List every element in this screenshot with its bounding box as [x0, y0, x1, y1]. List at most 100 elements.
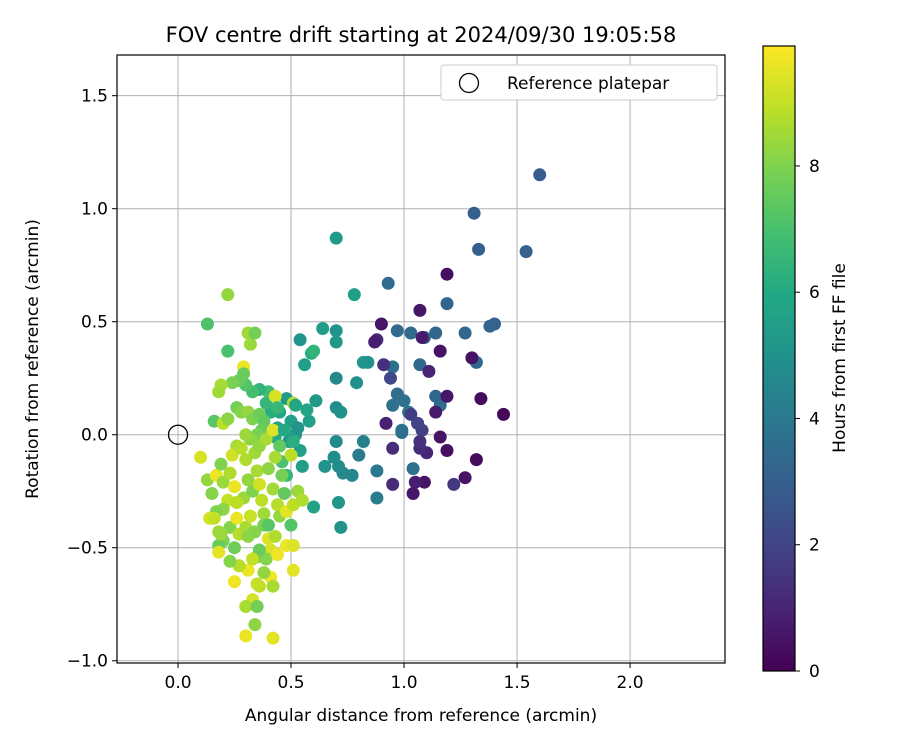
x-tick-label: 0.5: [278, 673, 305, 693]
data-point: [286, 435, 300, 448]
data-point: [458, 471, 472, 485]
data-point: [268, 389, 282, 403]
data-point: [286, 539, 300, 552]
colorbar-gradient: [762, 45, 796, 672]
data-point: [252, 477, 266, 491]
y-tick-label: −1.0: [67, 652, 108, 672]
data-point: [259, 396, 273, 410]
data-point: [221, 344, 235, 358]
data-point: [239, 428, 253, 442]
legend-label: Reference platepar: [507, 74, 669, 94]
data-point: [234, 441, 248, 455]
data-point: [223, 520, 237, 534]
data-point: [212, 545, 226, 559]
data-point: [386, 398, 400, 412]
legend: Reference platepar: [440, 64, 718, 101]
data-point: [277, 423, 291, 437]
data-point: [379, 416, 393, 430]
colorbar-tick-label: 2: [809, 536, 820, 556]
data-point: [266, 482, 280, 496]
data-point: [298, 358, 312, 372]
data-point: [239, 600, 253, 613]
data-point: [228, 480, 241, 494]
data-point: [474, 392, 488, 406]
data-point: [239, 629, 253, 643]
data-point: [533, 168, 547, 182]
data-point: [261, 462, 275, 476]
data-point: [216, 475, 230, 489]
data-point: [413, 358, 427, 372]
data-point: [223, 554, 237, 568]
plot-frame: [116, 54, 726, 664]
data-point: [395, 426, 409, 439]
data-point: [221, 288, 235, 302]
data-points: [167, 168, 547, 645]
data-point: [433, 344, 447, 358]
data-point: [248, 618, 262, 632]
data-point: [350, 376, 364, 390]
data-point: [243, 337, 257, 351]
x-tick-label: 0.0: [165, 673, 192, 693]
data-point: [386, 441, 400, 455]
data-point: [429, 326, 443, 340]
data-point: [397, 394, 411, 408]
colorbar-tick-label: 8: [809, 157, 820, 177]
data-point: [370, 491, 384, 505]
data-point: [257, 566, 271, 580]
data-point: [329, 371, 343, 385]
data-point: [275, 468, 289, 482]
reference-platepar-marker: [167, 424, 189, 445]
data-point: [293, 333, 307, 347]
data-point: [289, 398, 303, 412]
y-tick-label: 0.0: [81, 426, 108, 446]
data-point: [259, 552, 273, 566]
data-point: [429, 405, 443, 419]
colorbar: 0 2 4 6 8 Hours from first FF file: [762, 45, 850, 682]
y-tick-label: 1.5: [81, 87, 108, 107]
data-point: [273, 439, 287, 453]
data-point: [261, 518, 275, 532]
data-point: [356, 435, 370, 448]
data-point: [429, 389, 443, 403]
data-point: [332, 496, 345, 509]
data-point: [316, 322, 330, 335]
data-point: [440, 267, 454, 281]
x-tick-label: 1.0: [391, 673, 418, 693]
data-point: [266, 579, 280, 593]
data-point: [318, 459, 332, 473]
data-point: [268, 529, 282, 543]
data-point: [228, 541, 241, 555]
data-point: [327, 450, 341, 464]
data-point: [230, 496, 244, 509]
y-tick-label: −0.5: [67, 539, 108, 559]
x-axis-ticks: 0.0 0.5 1.0 1.5 2.0: [165, 663, 644, 693]
data-point: [440, 297, 454, 311]
data-point: [237, 367, 251, 381]
data-point: [223, 466, 237, 480]
data-point: [433, 430, 447, 444]
data-point: [374, 317, 388, 331]
data-point: [417, 475, 431, 489]
data-point: [329, 335, 343, 349]
data-point: [404, 326, 418, 340]
data-point: [413, 303, 427, 317]
data-point: [347, 288, 361, 302]
data-point: [411, 416, 425, 430]
data-point: [284, 448, 298, 462]
colorbar-tick-label: 6: [809, 283, 820, 303]
data-point: [483, 319, 497, 333]
x-tick-label: 2.0: [617, 673, 644, 693]
data-point: [284, 518, 298, 532]
data-point: [390, 324, 404, 338]
data-point: [329, 435, 343, 448]
data-point: [266, 423, 280, 437]
data-point: [271, 498, 284, 512]
y-axis-ticks: −1.0 −0.5 0.0 0.5 1.0 1.5: [67, 87, 117, 672]
data-point: [214, 527, 228, 541]
data-point: [352, 448, 366, 462]
data-point: [228, 575, 241, 589]
data-point: [307, 500, 321, 514]
data-point: [307, 344, 321, 358]
colorbar-ticks: 0 2 4 6 8: [795, 157, 820, 682]
data-point: [277, 487, 291, 500]
